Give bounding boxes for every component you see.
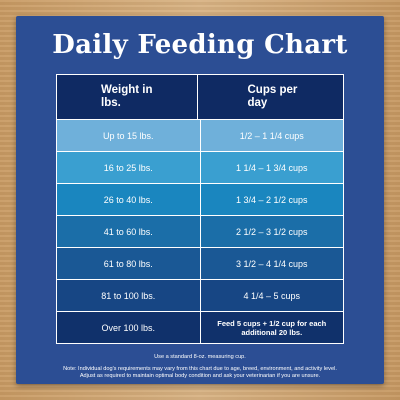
table-header-row: Weight in lbs. Cups per day xyxy=(57,75,343,119)
table-row: 41 to 60 lbs. 2 1/2 – 3 1/2 cups xyxy=(57,215,343,247)
cups-cell: 4 1/4 – 5 cups xyxy=(199,280,344,311)
table-row: 26 to 40 lbs. 1 3/4 – 2 1/2 cups xyxy=(57,183,343,215)
feeding-chart-card: Daily Feeding Chart Weight in lbs. Cups … xyxy=(16,16,384,384)
cups-cell: Feed 5 cups + 1/2 cup for each additiona… xyxy=(199,312,344,343)
weight-cell: Over 100 lbs. xyxy=(101,322,156,333)
table-row: 61 to 80 lbs. 3 1/2 – 4 1/4 cups xyxy=(57,247,343,279)
weight-cell: 41 to 60 lbs. xyxy=(103,226,153,237)
adjust-note: Adjust as required to maintain optimal b… xyxy=(79,373,321,379)
cups-cell: 1 3/4 – 2 1/2 cups xyxy=(199,184,344,215)
cups-cell: 3 1/2 – 4 1/4 cups xyxy=(199,248,344,279)
measuring-note: Use a standard 8-oz. measuring cup. xyxy=(154,354,246,360)
cups-cell: 1 1/4 – 1 3/4 cups xyxy=(199,152,344,183)
requirements-note: Note: Individual dog's requirements may … xyxy=(63,365,337,372)
cups-cell: 2 1/2 – 3 1/2 cups xyxy=(199,216,344,247)
weight-cell: 16 to 25 lbs. xyxy=(103,162,153,173)
footnotes: Use a standard 8-oz. measuring cup. Note… xyxy=(16,354,384,381)
table-row: Up to 15 lbs. 1/2 – 1 1/4 cups xyxy=(57,119,343,151)
weight-cell: 26 to 40 lbs. xyxy=(103,194,153,205)
table-row: 81 to 100 lbs. 4 1/4 – 5 cups xyxy=(57,279,343,311)
cups-cell: 1/2 – 1 1/4 cups xyxy=(199,120,344,151)
weight-cell: 81 to 100 lbs. xyxy=(101,290,156,301)
header-cups: Cups per day xyxy=(196,75,344,119)
weight-cell: Up to 15 lbs. xyxy=(102,130,154,141)
table-row: 16 to 25 lbs. 1 1/4 – 1 3/4 cups xyxy=(57,151,343,183)
chart-title: Daily Feeding Chart xyxy=(52,30,348,60)
table-row: Over 100 lbs. Feed 5 cups + 1/2 cup for … xyxy=(57,311,343,343)
weight-cell: 61 to 80 lbs. xyxy=(103,258,153,269)
feeding-table: Weight in lbs. Cups per day Up to 15 lbs… xyxy=(56,74,344,344)
header-weight: Weight in lbs. xyxy=(101,84,153,109)
